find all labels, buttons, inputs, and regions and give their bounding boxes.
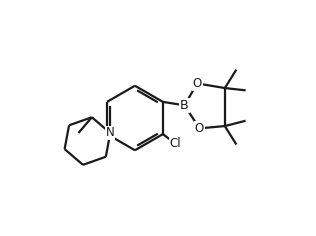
Text: N: N [106, 126, 115, 139]
Text: O: O [195, 122, 204, 135]
Text: B: B [180, 99, 189, 112]
Text: Cl: Cl [170, 137, 181, 150]
Text: O: O [192, 77, 202, 90]
